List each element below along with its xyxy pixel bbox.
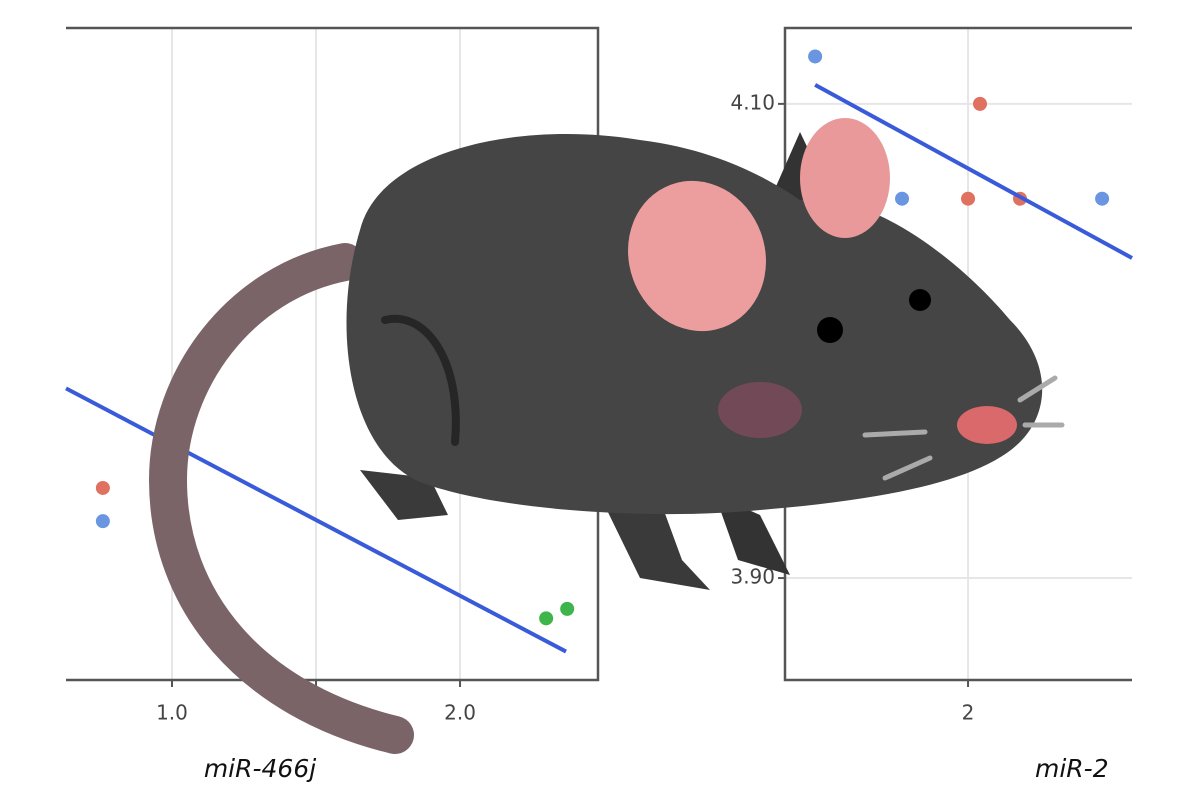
y-tick-label: 4.10 [730,90,775,114]
point [973,96,988,111]
point [560,601,575,616]
point [1095,191,1110,206]
point [95,480,110,495]
eye [817,317,843,343]
eye [909,289,931,311]
ear [800,118,890,238]
point [808,49,823,64]
point [95,514,110,529]
x-axis-title: miR-2 [1035,754,1109,783]
point [961,191,976,206]
x-tick-label: 1.0 [156,701,188,725]
mouse-illustration [148,118,1065,754]
x-tick-label: 2.0 [444,701,476,725]
haunch-line [381,314,460,446]
x-axis-title: miR-466j [204,754,316,783]
y-tick-label: 3.90 [730,565,775,589]
point [895,191,910,206]
front-leg [715,495,790,575]
nose [957,406,1017,444]
whiskers [862,375,1065,481]
ear [628,180,766,332]
regression-line [814,83,1133,260]
regression-line [65,386,567,654]
tail [148,243,414,754]
x-tick-label: 2 [962,701,975,725]
cheek [718,382,802,438]
point [539,611,554,626]
